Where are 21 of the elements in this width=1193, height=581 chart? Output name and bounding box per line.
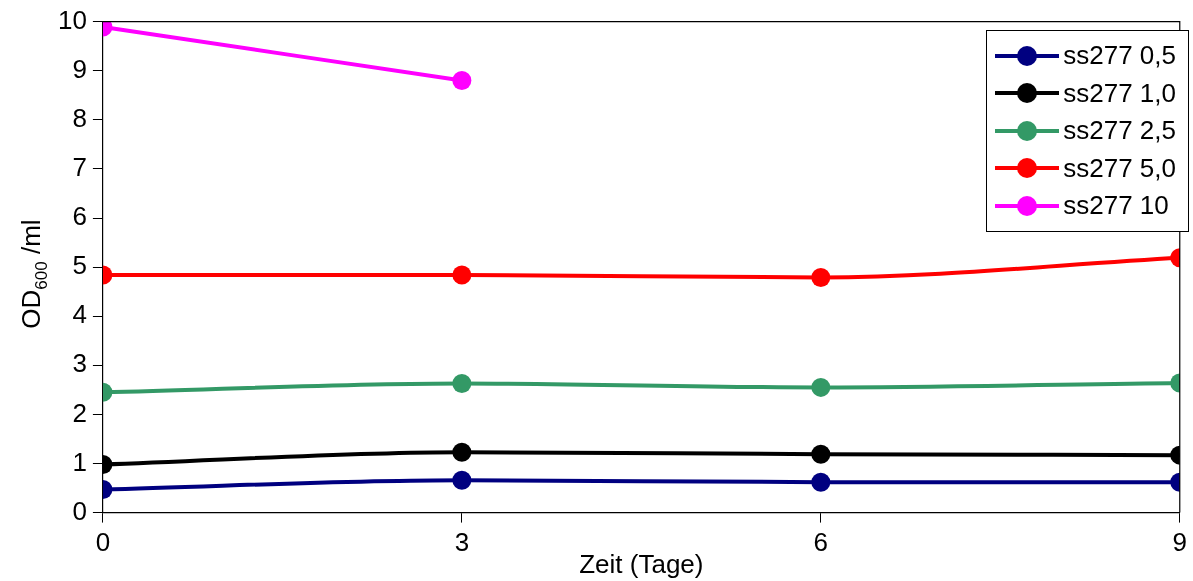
y-tick-label: 2 xyxy=(72,397,87,428)
legend-label: ss277 0,5 xyxy=(1063,40,1176,72)
y-tick-label: 5 xyxy=(72,250,87,281)
y-tick-label: 0 xyxy=(72,495,87,526)
y-tick-label: 10 xyxy=(58,4,87,35)
legend-label: ss277 10 xyxy=(1063,190,1169,222)
x-tick-label: 3 xyxy=(454,527,470,558)
y-tick-label: 4 xyxy=(72,299,87,330)
y-tick-label: 6 xyxy=(72,201,87,232)
x-tick-label: 9 xyxy=(1172,527,1187,558)
y-tick-label: 1 xyxy=(72,446,87,477)
y-tick-label: 3 xyxy=(72,348,87,379)
y-tick-label: 7 xyxy=(72,152,87,183)
legend-label: ss277 5,0 xyxy=(1063,152,1176,184)
y-tick-label: 9 xyxy=(72,53,87,84)
x-tick-label: 6 xyxy=(813,527,829,558)
y-tick-label: 8 xyxy=(72,102,87,133)
x-axis-title: Zeit (Tage) xyxy=(579,548,704,579)
legend-label: ss277 2,5 xyxy=(1063,115,1176,147)
x-tick-label: 0 xyxy=(95,527,111,558)
legend-label: ss277 1,0 xyxy=(1063,77,1176,109)
